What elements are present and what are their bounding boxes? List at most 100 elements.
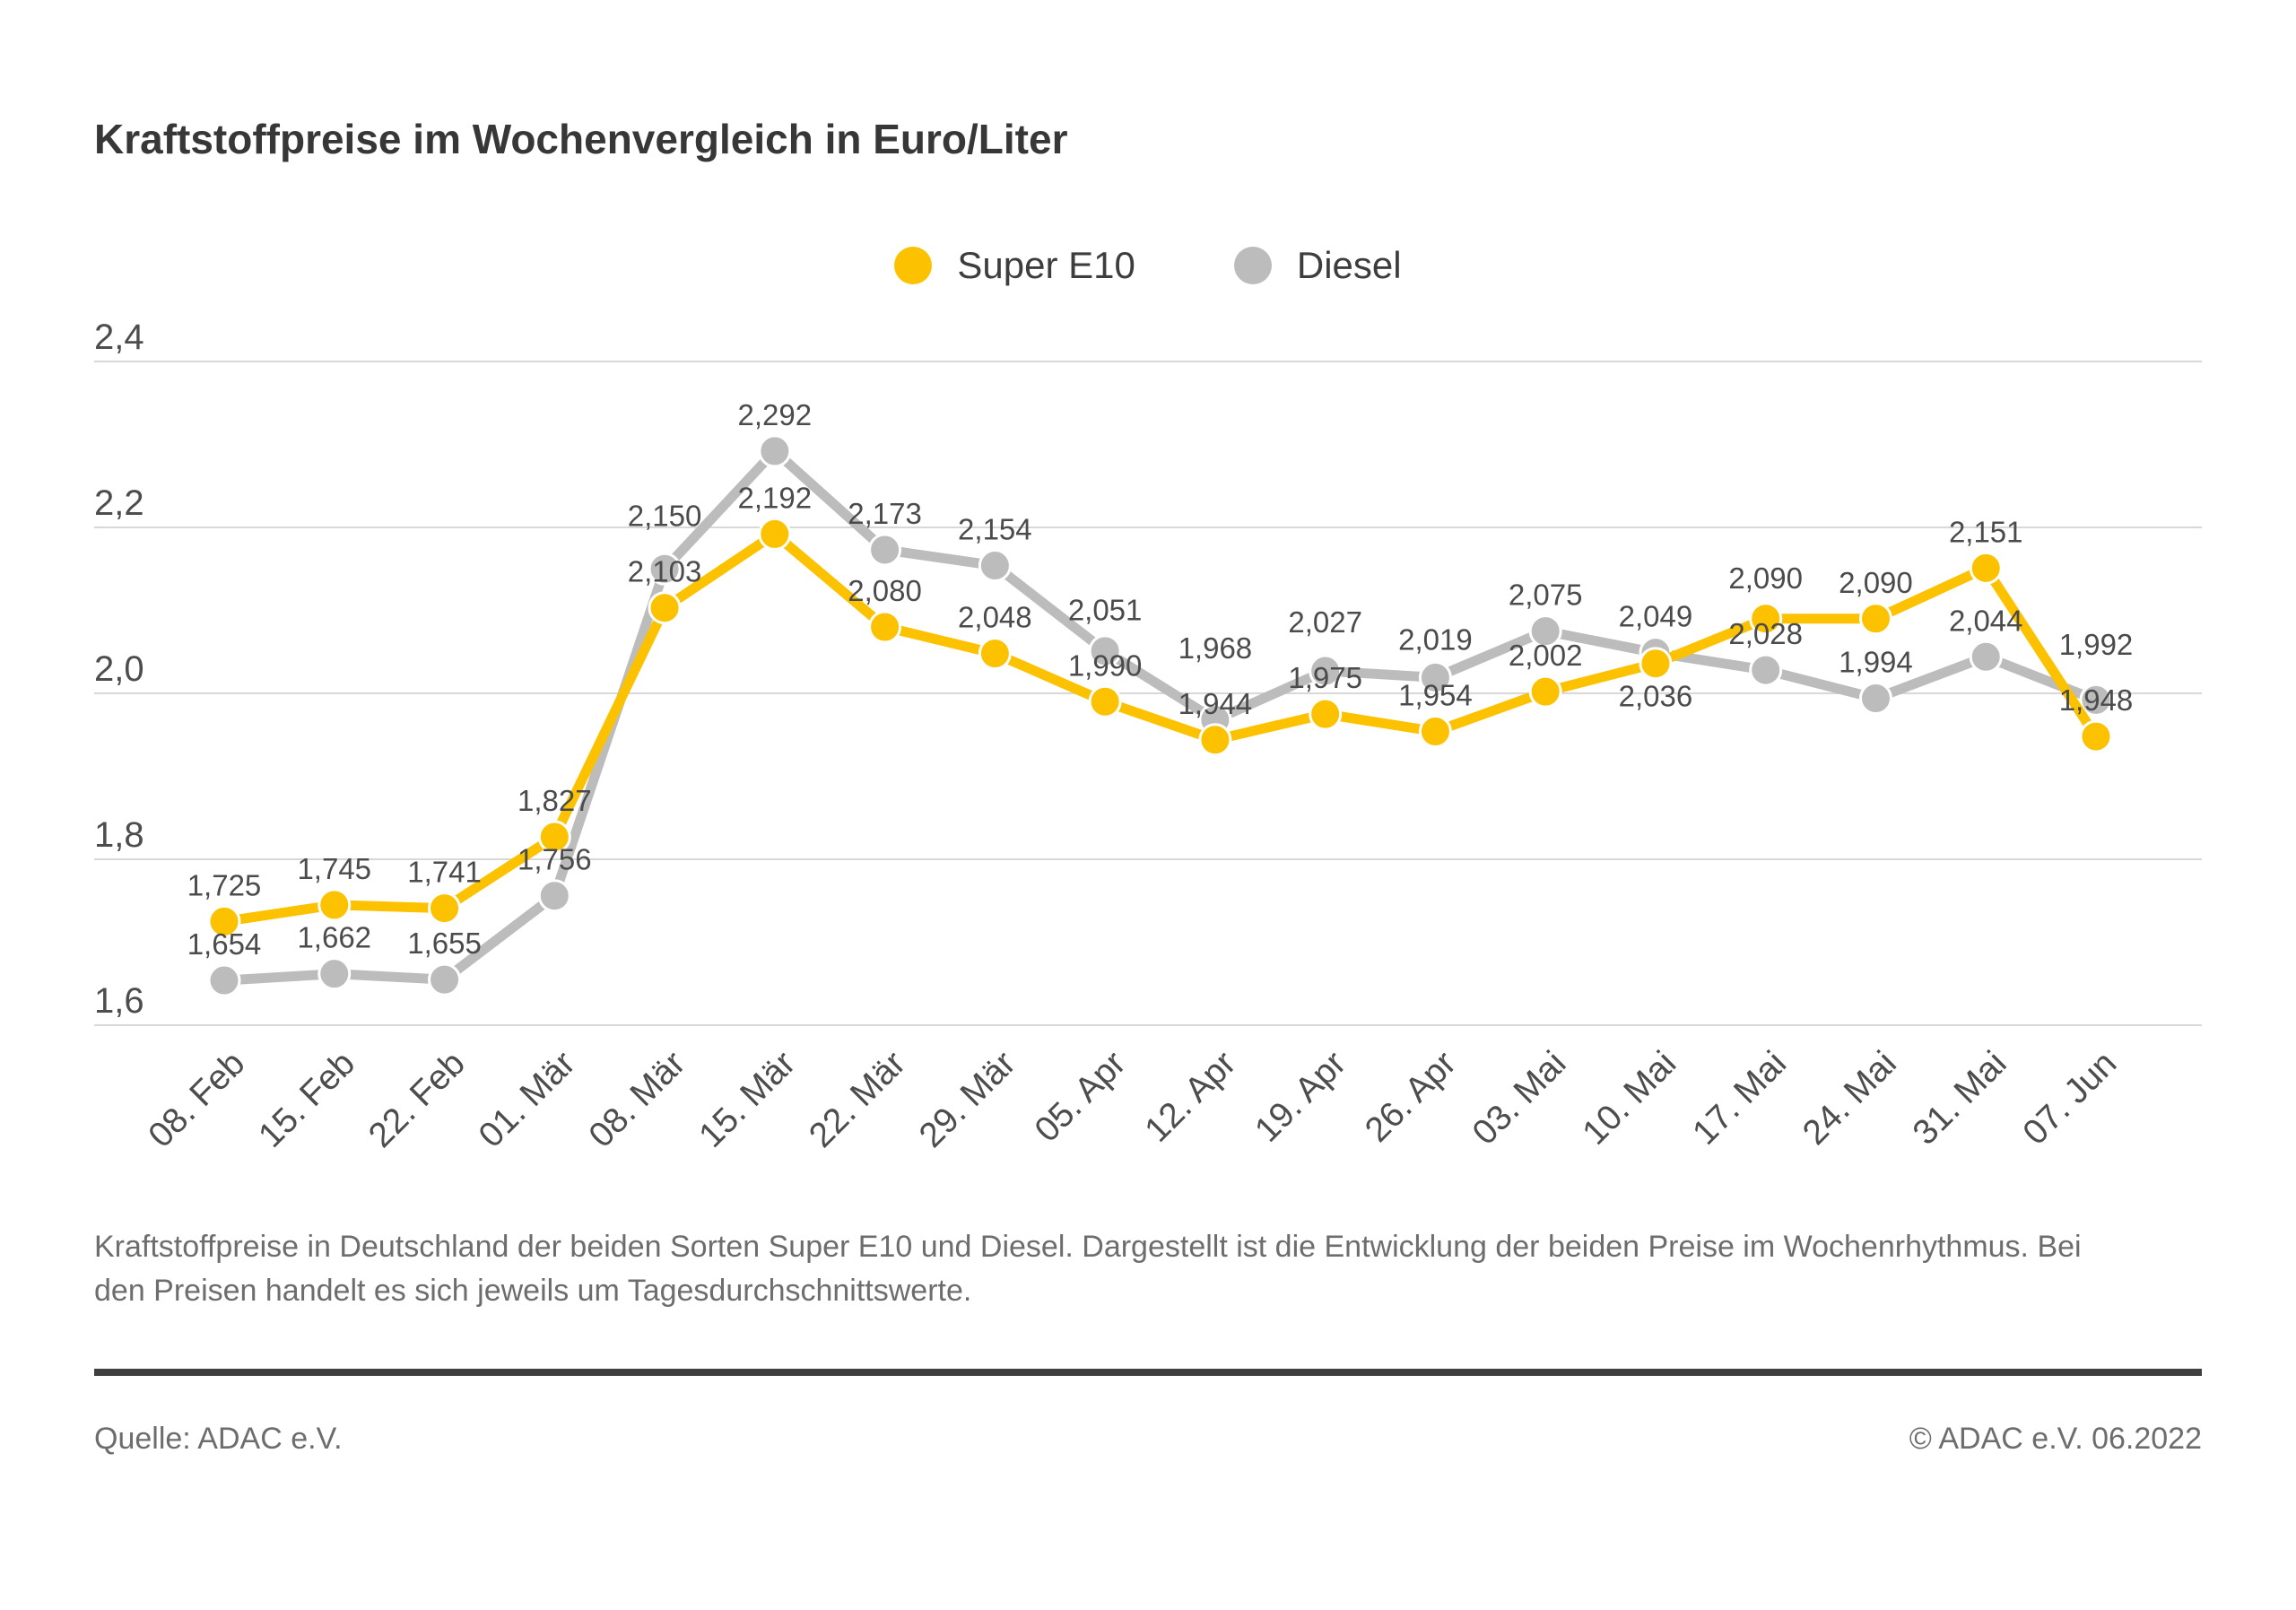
data-point-super-e10 [978, 637, 1012, 671]
data-point-super-e10 [648, 591, 682, 625]
data-label-super-e10: 2,090 [1728, 561, 1803, 595]
x-axis-tick-label: 31. Mai [1906, 1044, 2014, 1153]
legend-label-diesel: Diesel [1296, 244, 1402, 286]
data-point-diesel [2079, 683, 2113, 717]
chart-title: Kraftstoffpreise im Wochenvergleich in E… [94, 116, 1068, 162]
data-point-super-e10 [428, 892, 462, 926]
x-axis-tick-label: 01. Mär [472, 1044, 583, 1155]
data-point-super-e10 [207, 904, 241, 938]
data-label-super-e10: 2,090 [1839, 566, 1913, 599]
copyright-text: © ADAC e.V. 06.2022 [1909, 1422, 2202, 1456]
data-point-super-e10 [868, 610, 902, 644]
source-text: Quelle: ADAC e.V. [94, 1422, 343, 1456]
data-label-super-e10: 2,151 [1949, 515, 2023, 548]
data-label-diesel: 2,173 [848, 497, 922, 530]
data-label-super-e10: 2,080 [848, 574, 922, 607]
x-axis-tick-label: 15. Feb [251, 1044, 362, 1155]
data-label-super-e10: 1,827 [517, 784, 592, 817]
data-point-diesel [1528, 614, 1562, 648]
data-point-diesel [758, 434, 792, 468]
data-point-super-e10 [1198, 723, 1232, 757]
data-label-diesel: 1,994 [1839, 646, 1913, 679]
data-label-diesel: 1,992 [2059, 628, 2134, 661]
data-point-diesel [1418, 660, 1452, 694]
x-axis-tick-label: 07. Jun [2015, 1044, 2124, 1153]
data-point-super-e10 [1639, 647, 1673, 681]
data-point-super-e10 [2079, 719, 2113, 753]
x-axis-tick-label: 03. Mai [1465, 1044, 1574, 1153]
line-diesel [219, 446, 2101, 986]
x-axis-tick-label: 10. Mai [1575, 1044, 1683, 1153]
data-label-super-e10: 2,103 [628, 555, 702, 588]
data-point-diesel [1858, 682, 1892, 716]
footer: Quelle: ADAC e.V. © ADAC e.V. 06.2022 [94, 1422, 2202, 1457]
data-point-diesel [537, 879, 571, 913]
x-axis-tick-label: 17. Mai [1685, 1044, 1794, 1153]
data-point-diesel [1088, 634, 1122, 668]
data-point-diesel [1309, 654, 1343, 688]
chart-legend: Super E10 Diesel [0, 244, 2296, 287]
data-point-diesel [317, 957, 352, 991]
data-label-super-e10: 1,745 [297, 852, 371, 885]
data-label-diesel: 1,968 [1178, 631, 1253, 665]
data-label-diesel: 2,027 [1288, 605, 1362, 639]
y-axis-tick-label: 2,0 [94, 649, 144, 689]
data-point-super-e10 [1528, 674, 1562, 709]
legend-label-super-e10: Super E10 [957, 244, 1135, 286]
data-point-super-e10 [537, 820, 571, 854]
data-label-diesel: 2,049 [1619, 600, 1693, 633]
data-label-diesel: 1,662 [297, 921, 371, 954]
data-label-super-e10: 2,048 [958, 601, 1032, 634]
data-point-super-e10 [1858, 602, 1892, 636]
data-point-diesel [868, 533, 902, 567]
x-axis-tick-label: 12. Apr [1137, 1044, 1243, 1150]
data-label-super-e10: 2,192 [738, 481, 813, 514]
y-axis-tick-label: 2,2 [94, 483, 144, 523]
y-axis-tick-label: 1,6 [94, 981, 144, 1021]
data-label-diesel: 1,756 [517, 843, 592, 876]
data-label-super-e10: 1,975 [1288, 661, 1362, 694]
data-point-diesel [1749, 653, 1783, 687]
data-point-super-e10 [1969, 551, 2003, 585]
x-axis-tick-label: 22. Feb [361, 1044, 473, 1155]
x-axis-tick-label: 08. Mär [582, 1044, 693, 1155]
data-point-super-e10 [758, 517, 792, 551]
data-label-diesel: 2,292 [738, 398, 813, 431]
data-point-diesel [648, 552, 682, 586]
x-axis-tick-label: 08. Feb [141, 1044, 252, 1155]
data-label-super-e10: 1,954 [1398, 679, 1473, 712]
y-axis-tick-label: 2,4 [94, 318, 144, 357]
data-point-super-e10 [1309, 697, 1343, 731]
legend-dot-diesel-icon [1233, 247, 1272, 284]
data-label-super-e10: 1,990 [1068, 648, 1143, 682]
x-axis-tick-label: 29. Mär [912, 1044, 1023, 1155]
data-point-diesel [978, 549, 1012, 583]
data-label-super-e10: 1,741 [407, 856, 482, 889]
data-label-diesel: 2,051 [1068, 593, 1143, 626]
footer-divider [94, 1369, 2202, 1376]
data-point-diesel [428, 962, 462, 996]
data-point-super-e10 [1418, 715, 1452, 749]
x-axis-tick-label: 15. Mär [691, 1044, 803, 1155]
x-axis-tick-label: 24. Mai [1796, 1044, 1904, 1153]
data-point-diesel [207, 963, 241, 997]
data-label-diesel: 2,075 [1509, 579, 1583, 612]
legend-dot-super-e10-icon [894, 247, 933, 284]
x-axis-tick-label: 19. Apr [1248, 1044, 1353, 1150]
x-axis-tick-label: 05. Apr [1028, 1044, 1134, 1150]
data-label-diesel: 2,019 [1398, 623, 1473, 657]
data-label-super-e10: 1,725 [187, 868, 262, 901]
x-axis-tick-label: 26. Apr [1358, 1044, 1464, 1150]
data-label-diesel: 2,154 [958, 513, 1032, 546]
data-label-diesel: 2,150 [628, 500, 702, 533]
data-label-super-e10: 2,036 [1619, 680, 1693, 713]
data-label-diesel: 1,655 [407, 927, 482, 960]
chart-caption: Kraftstoffpreise in Deutschland der beid… [94, 1230, 2082, 1308]
data-label-super-e10: 2,002 [1509, 639, 1583, 672]
data-label-super-e10: 1,944 [1178, 687, 1253, 720]
data-point-diesel [1969, 640, 2003, 674]
data-label-diesel: 2,028 [1728, 617, 1803, 650]
data-label-diesel: 2,044 [1949, 604, 2023, 637]
